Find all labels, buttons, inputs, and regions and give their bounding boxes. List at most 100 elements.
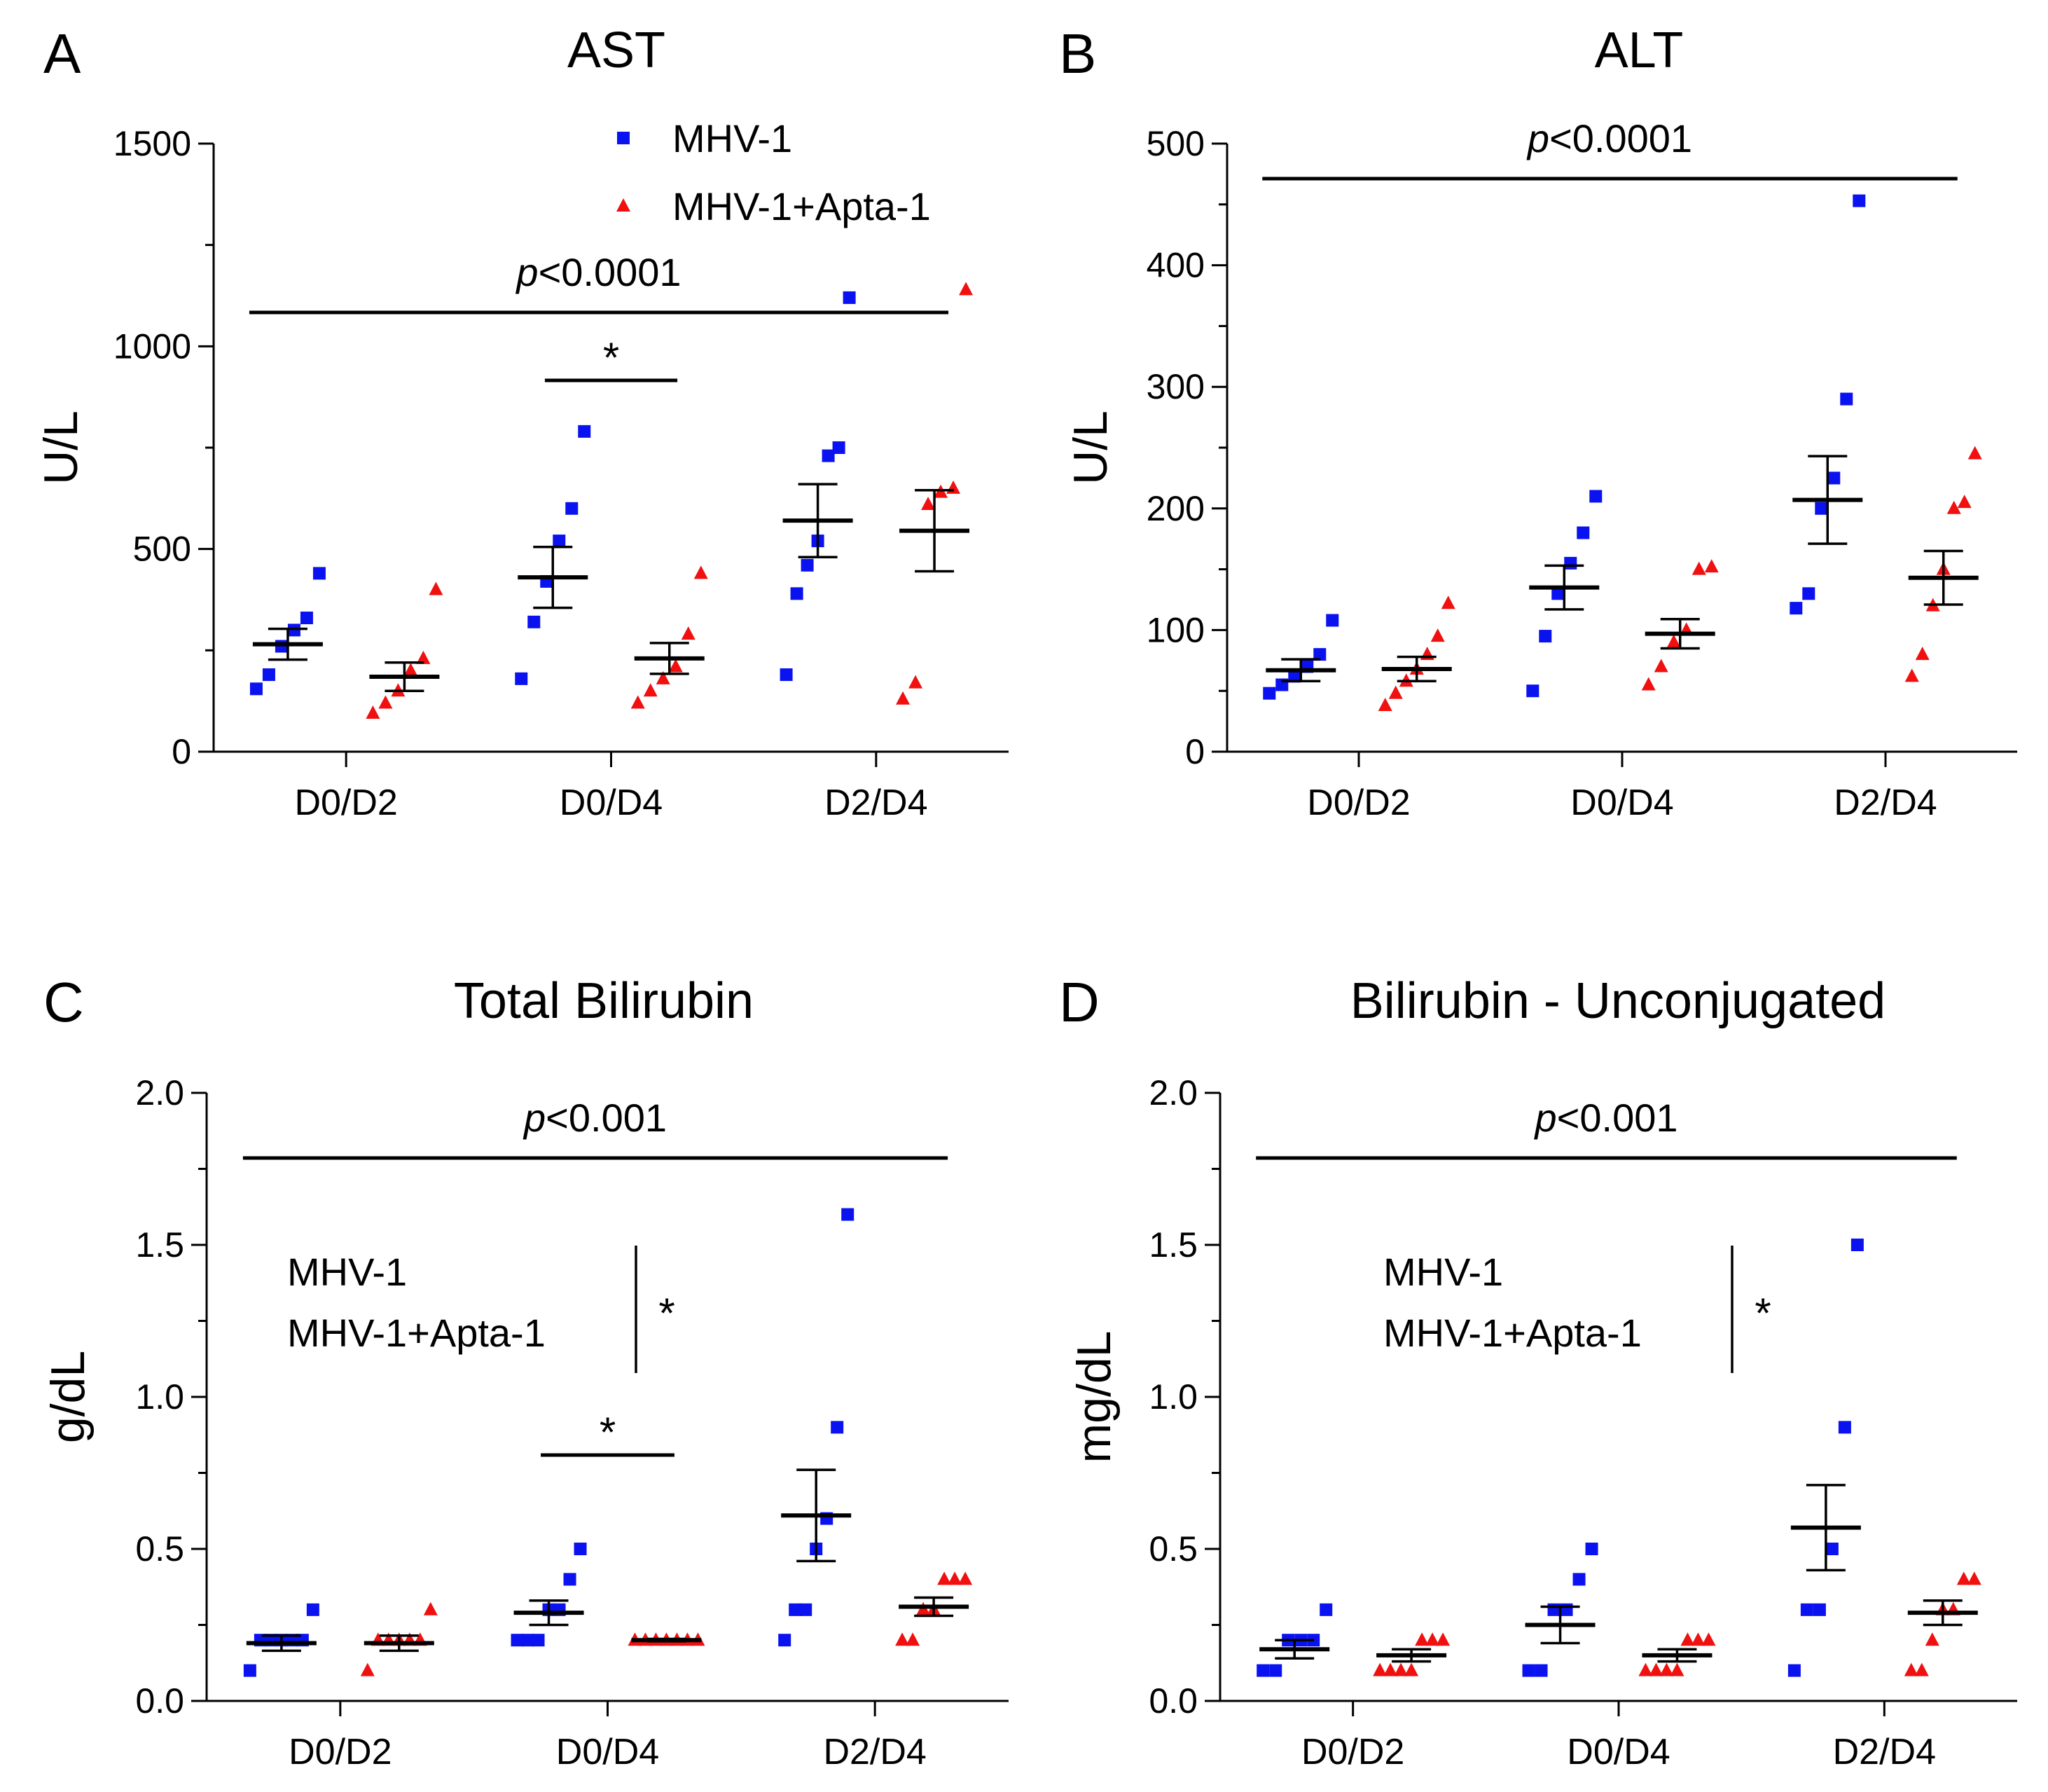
significance-label: p<0.001 [523,1096,667,1140]
data-point [1813,1603,1826,1616]
data-point [1425,1632,1440,1646]
data-point [249,682,263,696]
data-point [1853,194,1866,207]
p-symbol: p [1526,116,1549,160]
p-symbol: p [1534,1096,1557,1140]
data-point [1564,556,1577,570]
x-tick-label: D0/D4 [1570,783,1673,823]
data-point [958,1571,973,1585]
data-point [1659,1662,1674,1676]
data-point [1802,587,1815,600]
data-point [1313,648,1327,661]
significance-star: * [600,1409,616,1456]
data-point [946,480,961,494]
x-tick-label: D0/D4 [556,1732,659,1772]
panel-letter: B [1059,22,1096,85]
data-point [1378,698,1392,712]
y-tick-label: 0.0 [1149,1681,1198,1721]
panel-c: C Total Bilirubin g/dL 0.0 0.5 1.0 1.5 2.0 D0/D2… [41,971,1009,1772]
data-point [841,1208,855,1221]
data-point [895,1632,910,1646]
data-point [527,615,541,628]
data-point [1560,1603,1573,1616]
data-point [1320,1603,1333,1616]
y-axis-label: mg/dL [1067,1331,1121,1463]
data-point [574,1543,587,1555]
data-point [1585,1543,1598,1555]
data-point [1915,647,1930,661]
data-point [1415,1632,1430,1646]
x-tick-label: D2/D4 [1834,783,1937,823]
data-point [1925,1632,1939,1646]
data-point [1825,1543,1839,1555]
data-point [1373,1662,1388,1676]
data-point [921,497,936,511]
data-point [1957,495,1972,509]
data-point [832,441,845,454]
data-point [1815,502,1828,515]
data-point [1326,614,1339,627]
y-axis-label: U/L [34,411,88,485]
panel-letter: D [1059,971,1100,1033]
significance-label: p<0.0001 [515,250,681,294]
y-tick-label: 2.0 [1149,1073,1198,1112]
data-point [1526,684,1540,698]
y-tick-label: 2.0 [135,1073,184,1112]
data-point [681,626,696,640]
inset-label: MHV-1 [1383,1250,1503,1294]
data-point [1904,1662,1918,1676]
inset-label: MHV-1+Apta-1 [1383,1311,1642,1355]
y-tick-label: 0 [172,732,191,771]
data-point [565,502,579,515]
data-point [1522,1664,1535,1677]
data-point [843,291,856,304]
significance-star: * [603,334,619,381]
data-point [1577,526,1590,539]
data-point [360,1662,375,1676]
data-point [1539,630,1552,643]
data-point [948,1571,962,1585]
data-point [1904,668,1919,682]
data-point [511,1634,524,1647]
panel-a: A AST U/L 0 500 1000 1500 D0/D2 D0/D4 D2/D4 p<0.00… [34,22,1009,823]
legend-marker-mhv1-apta1 [616,198,630,212]
data-point [1394,1662,1409,1676]
x-tick-label: D2/D4 [1833,1732,1936,1772]
data-point [1827,471,1841,485]
y-tick-label: 400 [1147,246,1205,285]
y-tick-label: 500 [1147,124,1205,163]
data-point [416,650,431,664]
data-point [312,567,326,580]
significance-label: p<0.0001 [1526,116,1692,160]
y-axis-label: U/L [1064,411,1117,485]
data-point [1551,587,1565,600]
chart-title: Total Bilirubin [454,973,754,1029]
significance-label: p<0.001 [1534,1096,1678,1140]
y-tick-label: 1.5 [135,1225,184,1264]
data-point [429,581,443,595]
data-point [1790,602,1803,615]
panel-letter: C [43,971,84,1033]
data-point [1691,1632,1705,1646]
data-point [1666,634,1681,648]
data-point [1914,1662,1929,1676]
x-tick-label: D0/D2 [289,1732,392,1772]
data-point [1436,1632,1451,1646]
x-tick-label: D0/D2 [1301,1732,1404,1772]
y-tick-label: 1.0 [1149,1377,1198,1417]
y-tick-label: 1500 [113,124,191,163]
y-tick-label: 300 [1147,367,1205,406]
data-point [1547,1603,1561,1616]
y-tick-label: 1.0 [135,1377,184,1417]
x-tick-label: D0/D4 [560,783,663,823]
legend: MHV-1 MHV-1+Apta-1 [616,116,931,228]
y-tick-label: 0.5 [135,1529,184,1569]
data-point [896,691,911,705]
x-tick-label: D0/D2 [294,783,397,823]
data-point [1838,1421,1851,1434]
data-point [643,683,658,697]
data-point [1638,1662,1653,1676]
data-point [1383,1662,1398,1676]
series-mhv1-apta1 [360,1571,973,1676]
